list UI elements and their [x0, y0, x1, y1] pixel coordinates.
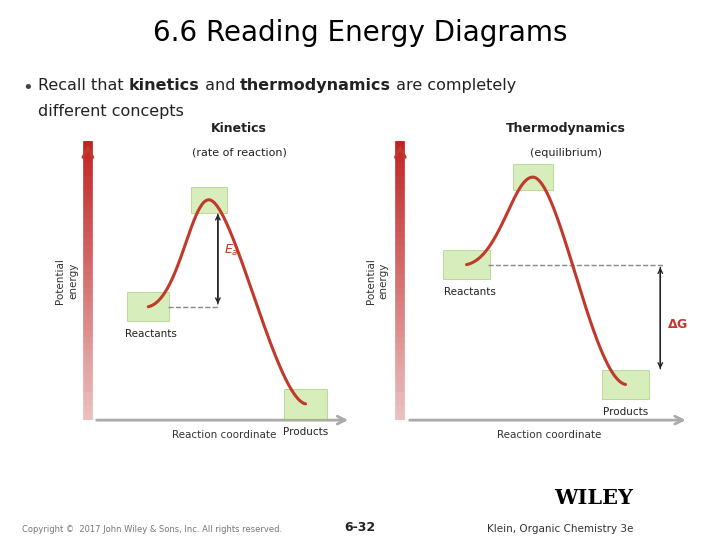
Text: thermodynamics: thermodynamics — [240, 78, 391, 93]
Text: are completely: are completely — [391, 78, 516, 93]
FancyBboxPatch shape — [284, 389, 327, 418]
Text: •: • — [22, 79, 32, 97]
Text: Copyright ©  2017 John Wiley & Sons, Inc. All rights reserved.: Copyright © 2017 John Wiley & Sons, Inc.… — [22, 524, 282, 534]
Text: Reactants: Reactants — [125, 329, 177, 340]
Text: Potential
energy: Potential energy — [366, 258, 389, 303]
FancyBboxPatch shape — [513, 164, 553, 190]
Text: Thermodynamics: Thermodynamics — [506, 122, 626, 135]
Text: Reaction coordinate: Reaction coordinate — [498, 429, 601, 440]
Text: (equilibrium): (equilibrium) — [530, 148, 602, 158]
FancyBboxPatch shape — [127, 292, 169, 321]
Text: 6.6 Reading Energy Diagrams: 6.6 Reading Energy Diagrams — [153, 19, 567, 47]
Text: Reaction coordinate: Reaction coordinate — [172, 429, 276, 440]
Text: Reactants: Reactants — [444, 287, 496, 298]
Text: Potential
energy: Potential energy — [55, 258, 78, 303]
Text: (rate of reaction): (rate of reaction) — [192, 148, 287, 158]
FancyBboxPatch shape — [444, 250, 490, 279]
Text: 6-32: 6-32 — [344, 521, 376, 534]
Text: $\mathbf{\Delta G}$: $\mathbf{\Delta G}$ — [667, 318, 688, 331]
Text: Products: Products — [283, 427, 328, 437]
Text: Recall that: Recall that — [38, 78, 129, 93]
Text: and: and — [199, 78, 240, 93]
FancyBboxPatch shape — [191, 187, 227, 213]
Text: Kinetics: Kinetics — [211, 122, 267, 135]
Text: WILEY: WILEY — [554, 488, 634, 508]
Text: Products: Products — [603, 407, 648, 417]
FancyBboxPatch shape — [603, 370, 649, 399]
Text: kinetics: kinetics — [129, 78, 199, 93]
Text: Klein, Organic Chemistry 3e: Klein, Organic Chemistry 3e — [487, 523, 634, 534]
Text: different concepts: different concepts — [38, 104, 184, 119]
Text: $E_a$: $E_a$ — [224, 242, 238, 258]
